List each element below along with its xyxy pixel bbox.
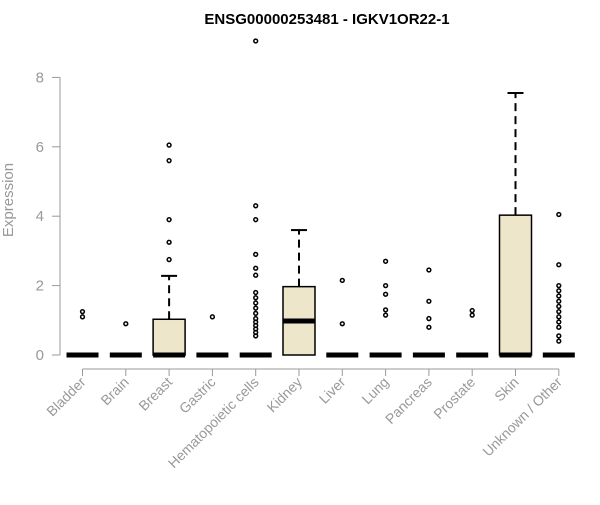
box-outlier-point bbox=[556, 298, 562, 304]
box-plots bbox=[66, 38, 575, 358]
box-outlier-point bbox=[382, 312, 389, 318]
box-outlier-point bbox=[556, 303, 562, 310]
x-tick-label: Brain bbox=[97, 374, 131, 408]
box-outlier-point bbox=[426, 298, 432, 304]
box-group bbox=[326, 277, 359, 358]
box-outlier-point bbox=[382, 258, 389, 264]
box-outlier-point bbox=[253, 265, 259, 271]
box-outlier-point bbox=[166, 256, 172, 263]
y-tick-label: 4 bbox=[36, 208, 44, 225]
box-group bbox=[196, 314, 229, 358]
box-outlier-point bbox=[556, 319, 562, 325]
y-tick-label: 6 bbox=[36, 139, 44, 156]
box-outlier-point bbox=[382, 307, 389, 313]
box-outlier-point bbox=[123, 321, 129, 327]
box-group bbox=[239, 38, 272, 358]
box-outlier-point bbox=[253, 310, 259, 317]
x-tick-label: Bladder bbox=[43, 374, 89, 420]
box-outlier-point bbox=[253, 295, 259, 301]
box-outlier-point bbox=[382, 291, 389, 297]
x-tick-label: Prostate bbox=[430, 374, 478, 422]
y-tick-label: 8 bbox=[36, 69, 44, 86]
box-outlier-point bbox=[166, 158, 172, 164]
x-tick-label: Kidney bbox=[264, 374, 306, 416]
box-group bbox=[109, 321, 142, 358]
box-outlier-point bbox=[166, 239, 172, 245]
y-tick-label: 2 bbox=[36, 278, 44, 295]
x-tick-label: Lung bbox=[358, 374, 391, 407]
box-outlier-point bbox=[339, 277, 345, 284]
box-group bbox=[456, 307, 489, 358]
box-outlier-point bbox=[209, 314, 216, 320]
box-outlier-point bbox=[556, 288, 562, 294]
y-axis: 0 2 4 6 8 bbox=[36, 69, 61, 364]
box-outlier-point bbox=[253, 251, 259, 258]
box-group bbox=[66, 308, 99, 358]
box-group bbox=[282, 229, 316, 356]
box-body bbox=[152, 318, 186, 356]
x-tick-label: Liver bbox=[316, 374, 349, 407]
box-outlier-point bbox=[253, 289, 259, 296]
box-group bbox=[542, 211, 575, 358]
box-outlier-point bbox=[556, 262, 562, 268]
box-outlier-point bbox=[469, 312, 475, 318]
box-outlier-point bbox=[253, 203, 259, 209]
y-axis-label: Expression bbox=[0, 163, 17, 237]
box-outlier-point bbox=[253, 217, 259, 223]
x-tick-label: Breast bbox=[135, 374, 175, 414]
box-outlier-point bbox=[79, 308, 86, 315]
chart-title: ENSG00000253481 - IGKV1OR22-1 bbox=[204, 11, 449, 28]
box-outlier-point bbox=[556, 324, 562, 330]
box-outlier-point bbox=[469, 307, 475, 314]
x-tick-label: Unknown / Other bbox=[479, 374, 565, 460]
box-outlier-point bbox=[253, 305, 259, 311]
x-tick-label: Gastric bbox=[176, 374, 219, 417]
box-outlier-point bbox=[253, 315, 259, 322]
box-group bbox=[152, 142, 186, 358]
box-outlier-point bbox=[556, 211, 562, 218]
box-outlier-point bbox=[79, 314, 86, 320]
box-outlier-point bbox=[556, 282, 562, 289]
box-outlier-point bbox=[556, 293, 562, 299]
box-outlier-point bbox=[253, 272, 259, 278]
box-outlier-point bbox=[426, 267, 432, 273]
box-body bbox=[498, 214, 533, 356]
box-outlier-point bbox=[556, 308, 562, 315]
box-outlier-point bbox=[556, 314, 562, 320]
box-outlier-point bbox=[556, 333, 562, 339]
box-group bbox=[412, 267, 445, 358]
box-outlier-point bbox=[426, 324, 432, 330]
box-outlier-point bbox=[382, 282, 389, 289]
box-outlier-point bbox=[253, 38, 259, 44]
box-group bbox=[369, 258, 402, 358]
box-outlier-point bbox=[556, 338, 562, 344]
box-outlier-point bbox=[426, 315, 432, 322]
box-outlier-point bbox=[253, 300, 259, 306]
box-group bbox=[498, 92, 533, 358]
x-tick-label: Pancreas bbox=[382, 374, 435, 427]
box-outlier-point bbox=[166, 217, 172, 223]
y-tick-label: 0 bbox=[36, 347, 44, 364]
box-outlier-point bbox=[166, 142, 172, 148]
x-tick-label: Skin bbox=[491, 374, 522, 405]
box-outlier-point bbox=[339, 321, 345, 327]
